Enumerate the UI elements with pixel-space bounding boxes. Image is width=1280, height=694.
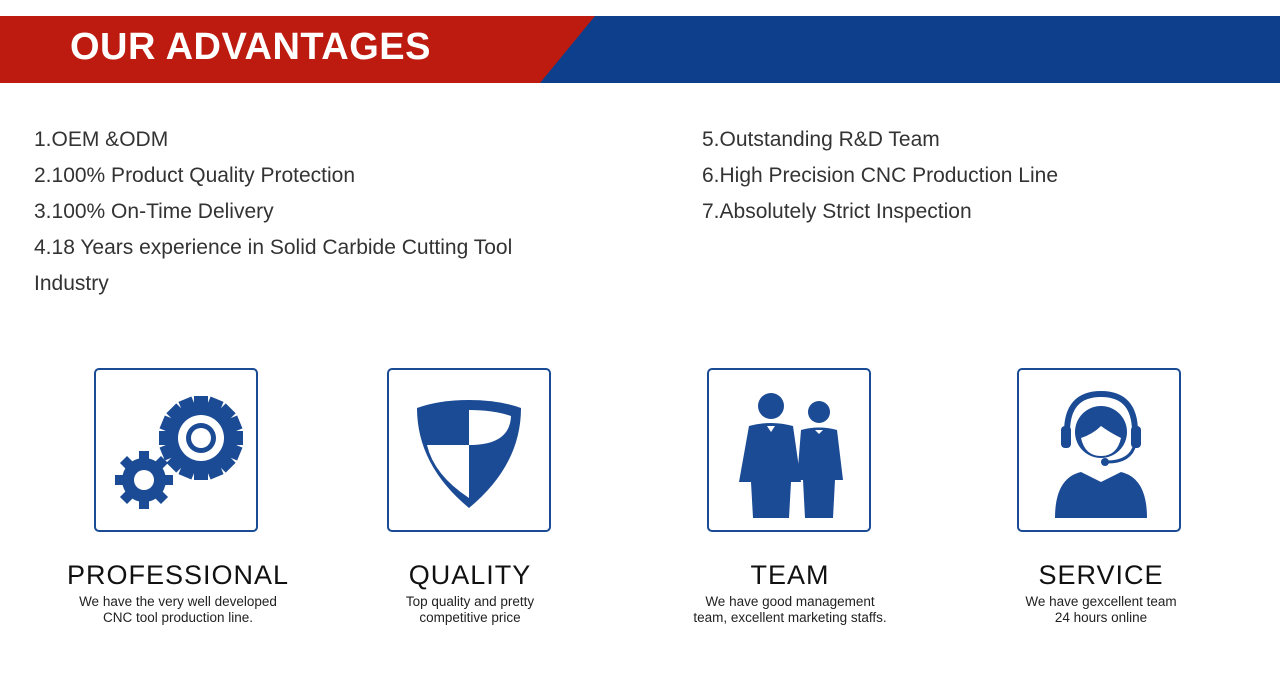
feature-title: QUALITY [408,560,532,590]
feature-description: We have good management team, excellent m… [693,594,887,625]
page-title: OUR ADVANTAGES [70,26,431,68]
advantage-item: 5.Outstanding R&D Team [702,128,940,151]
feature-title: PROFESSIONAL [66,560,290,590]
advantage-item: 4.18 Years experience in Solid Carbide C… [34,236,513,259]
banner-background [0,16,1280,83]
advantage-item: 7.Absolutely Strict Inspection [702,200,972,223]
team-icon [707,368,871,532]
shield-icon [387,368,551,532]
advantage-item: 6.High Precision CNC Production Line [702,164,1059,187]
header-banner [0,16,1280,83]
advantages-list-right: 5.Outstanding R&D Team 6.High Precision … [702,122,1058,230]
advantage-item: 2.100% Product Quality Protection [34,164,356,187]
feature-description: Top quality and pretty competitive price [405,594,535,625]
headset-icon [1017,368,1181,532]
feature-title: TEAM [750,560,830,590]
advantage-item: 1.OEM &ODM [34,128,169,151]
gears-icon [94,368,258,532]
advantage-item: 3.100% On-Time Delivery [34,200,274,223]
advantages-list-left: 1.OEM &ODM 2.100% Product Quality Protec… [34,122,512,302]
feature-title: SERVICE [1038,560,1164,590]
advantage-item: Industry [34,272,109,295]
feature-description: We have the very well developed CNC tool … [79,594,277,625]
feature-description: We have gexcellent team 24 hours online [1025,594,1177,625]
